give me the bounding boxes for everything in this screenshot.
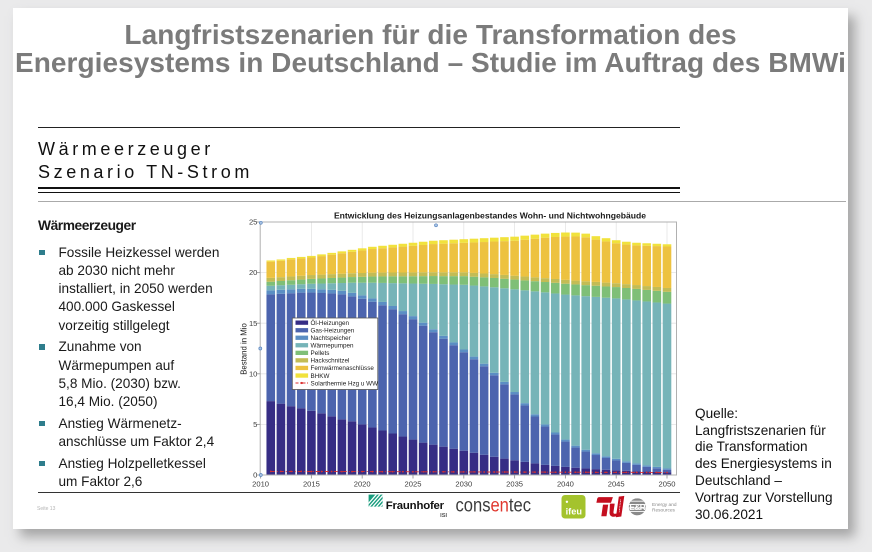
svg-text:Gas-Heizungen: Gas-Heizungen [311,328,355,335]
svg-text:2045: 2045 [608,480,625,489]
svg-text:2050: 2050 [659,480,676,489]
svg-text:2040: 2040 [557,480,574,489]
svg-text:Energy and: Energy and [652,502,677,508]
svg-text:consentec: consentec [456,496,532,517]
svg-text:10: 10 [249,369,257,378]
svg-text:2020: 2020 [354,480,371,489]
svg-text:2030: 2030 [455,480,472,489]
svg-text:2010: 2010 [252,480,269,489]
svg-text:Pellets: Pellets [311,350,330,357]
svg-text:2035: 2035 [506,480,523,489]
svg-text:25: 25 [249,218,257,227]
svg-text:BHKW: BHKW [311,373,330,380]
svg-text:ISI: ISI [440,513,447,519]
svg-text:15: 15 [249,319,257,328]
svg-text:Fernwärmenaschlüsse: Fernwärmenaschlüsse [311,365,375,372]
svg-text:Bestand in Mio: Bestand in Mio [240,323,249,375]
svg-text:Fraunhofer: Fraunhofer [386,500,445,512]
svg-text:Solarthermie Hzg u WW: Solarthermie Hzg u WW [311,380,379,387]
svg-text:5: 5 [253,420,257,429]
svg-text:2025: 2025 [405,480,422,489]
svg-text:20: 20 [249,268,257,277]
svg-text:Nachtspeicher: Nachtspeicher [311,335,351,342]
svg-text:2015: 2015 [303,480,320,489]
svg-text:E&R: E&R [629,503,645,512]
svg-text:Wärmepumpen: Wärmepumpen [311,343,355,350]
svg-text:0: 0 [253,471,257,480]
svg-text:Entwicklung des Heizungsanlage: Entwicklung des Heizungsanlagenbestandes… [334,211,646,221]
svg-text:Resources: Resources [652,508,676,514]
svg-text:Hackschnitzel: Hackschnitzel [311,358,350,365]
svg-text:ifeu: ifeu [566,507,582,517]
svg-text:Öl-Heizungen: Öl-Heizungen [311,319,350,327]
